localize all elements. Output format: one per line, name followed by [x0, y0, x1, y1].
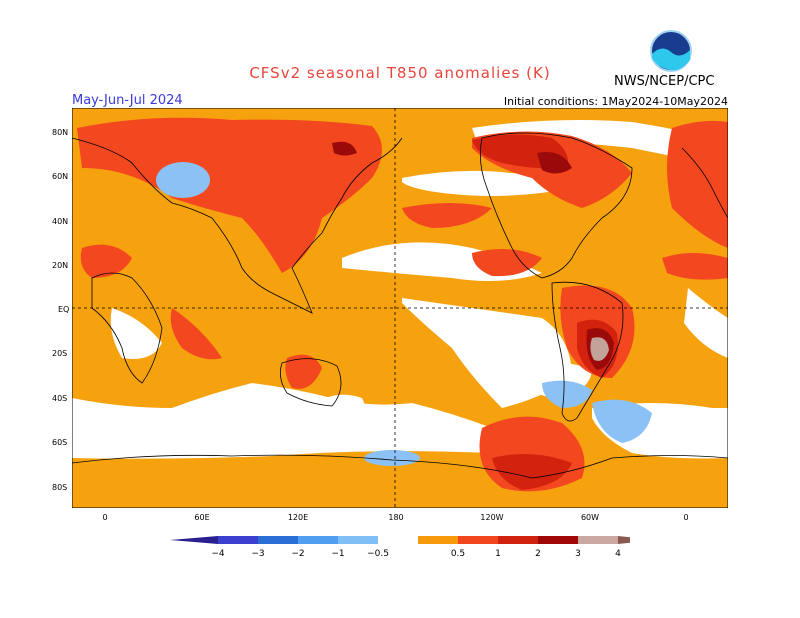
lat-label: 40S [52, 394, 68, 403]
lat-label: 80S [52, 483, 68, 492]
lat-label: 40N [52, 217, 69, 226]
initial-conditions-label: Initial conditions: 1May2024-10May2024 [503, 95, 728, 108]
legend-color-box [218, 536, 258, 544]
noaa-logo-icon [650, 30, 692, 72]
lon-label: 60W [580, 513, 600, 522]
legend-color-box [378, 536, 418, 544]
lon-label: 120W [480, 513, 504, 522]
legend-color-box [498, 536, 538, 544]
legend-color-box [458, 536, 498, 544]
legend-color-box [418, 536, 458, 544]
color-legend: −4 −3 −2 −1 −0.5 0.5 1 2 3 4 [170, 534, 656, 564]
legend-color-box [618, 536, 656, 544]
lat-label: 20S [52, 349, 68, 358]
legend-tick-labels: −4 −3 −2 −1 −0.5 0.5 1 2 3 4 [211, 549, 621, 559]
legend-tick-label: −1 [331, 549, 344, 559]
lon-label: 0 [102, 513, 108, 522]
legend-tick-label: 0.5 [451, 549, 465, 559]
legend-color-box [298, 536, 338, 544]
legend-tick-label: 2 [535, 549, 541, 559]
legend-tick-label: 1 [495, 549, 501, 559]
legend-color-box [338, 536, 378, 544]
lon-label: 60E [194, 513, 210, 522]
map-title: CFSv2 seasonal T850 anomalies (K) [249, 64, 551, 82]
legend-color-box [170, 536, 218, 544]
legend-tick-label: −3 [251, 549, 264, 559]
lat-label: EQ [58, 305, 70, 314]
legend-color-box [578, 536, 618, 544]
season-label: May-Jun-Jul 2024 [72, 93, 183, 108]
legend-color-box [258, 536, 298, 544]
lat-label: 20N [52, 261, 69, 270]
legend-color-box [538, 536, 578, 544]
legend-tick-label: −4 [211, 549, 225, 559]
legend-tick-label: 3 [575, 549, 581, 559]
lat-label: 60N [52, 172, 69, 181]
legend-tick-label: 4 [615, 549, 621, 559]
legend-color-boxes [170, 536, 656, 544]
lon-label: 120E [287, 513, 309, 522]
lat-label: 60S [52, 438, 68, 447]
agency-label: NWS/NCEP/CPC [614, 74, 715, 89]
lon-label: 180 [388, 513, 404, 522]
legend-tick-label: −2 [291, 549, 304, 559]
anomaly-map [72, 108, 728, 508]
legend-tick-label: −0.5 [367, 549, 389, 559]
lon-label: 0 [683, 513, 689, 522]
lat-label: 80N [52, 128, 69, 137]
